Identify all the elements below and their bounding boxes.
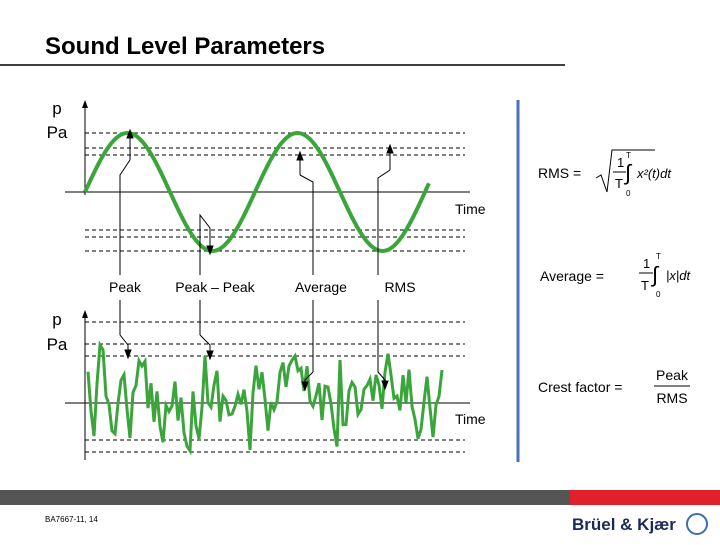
lower-limit: 0 — [626, 189, 631, 198]
y-unit: Pa — [47, 335, 68, 354]
x-label: Time — [455, 411, 486, 427]
formula-label: RMS = — [538, 165, 581, 181]
logo-globe — [686, 513, 708, 535]
y-unit: Pa — [47, 123, 68, 142]
arrow — [82, 100, 88, 108]
y-label: p — [52, 99, 61, 118]
marker-label: Peak — [109, 279, 142, 295]
upper-limit: T — [656, 252, 661, 261]
numerator: 1 — [643, 256, 650, 271]
formula-label: Average = — [540, 268, 604, 284]
lower-limit: 0 — [656, 290, 661, 299]
title: Sound Level Parameters — [45, 33, 325, 60]
integral: ∫ — [623, 160, 633, 185]
footer-accent — [570, 490, 720, 505]
numerator: Peak — [656, 367, 689, 383]
denominator: T — [615, 176, 623, 191]
marker-lines — [119, 128, 394, 275]
marker-label: Average — [295, 279, 347, 295]
denominator: RMS — [656, 390, 687, 406]
noise-signal — [86, 340, 444, 456]
footer-bar — [0, 490, 570, 505]
x-label: Time — [455, 201, 486, 217]
integral: ∫ — [650, 262, 660, 287]
upper-plot: p Pa Time Peak Peak – Peak Average RMS — [47, 99, 486, 295]
integrand: x²(t)dt — [636, 166, 672, 181]
marker-lines — [119, 300, 389, 392]
arrow — [82, 310, 88, 318]
formula-label: Crest factor = — [538, 379, 622, 395]
y-label: p — [52, 310, 61, 329]
level-lines — [85, 321, 465, 453]
logo: Brüel & Kjær — [572, 515, 676, 534]
marker-label: RMS — [384, 279, 415, 295]
footer-code: BA7667-11, 14 — [45, 515, 98, 524]
average-formula: Average = 1 T ∫ T 0 |x|dt — [540, 252, 691, 299]
denominator: T — [641, 278, 649, 293]
upper-limit: T — [626, 151, 631, 160]
marker-label: Peak – Peak — [175, 279, 255, 295]
rms-formula: RMS = 1 T ∫ T 0 x²(t)dt — [538, 149, 672, 198]
radical — [595, 149, 655, 193]
sine-wave — [83, 130, 431, 254]
crest-factor-formula: Crest factor = Peak RMS — [538, 367, 690, 406]
lower-plot: p Pa Time — [47, 300, 486, 460]
integrand: |x|dt — [666, 268, 691, 283]
numerator: 1 — [617, 155, 624, 170]
